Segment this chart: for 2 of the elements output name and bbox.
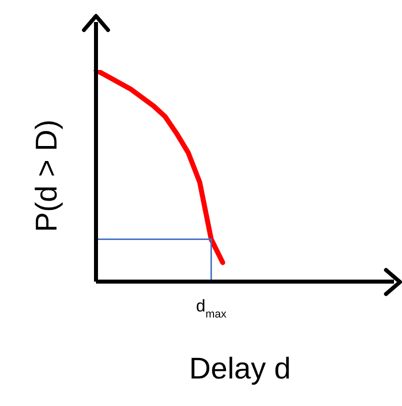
y-axis-title: P(d > D) <box>30 120 64 232</box>
x-axis-title: Delay d <box>189 352 291 386</box>
